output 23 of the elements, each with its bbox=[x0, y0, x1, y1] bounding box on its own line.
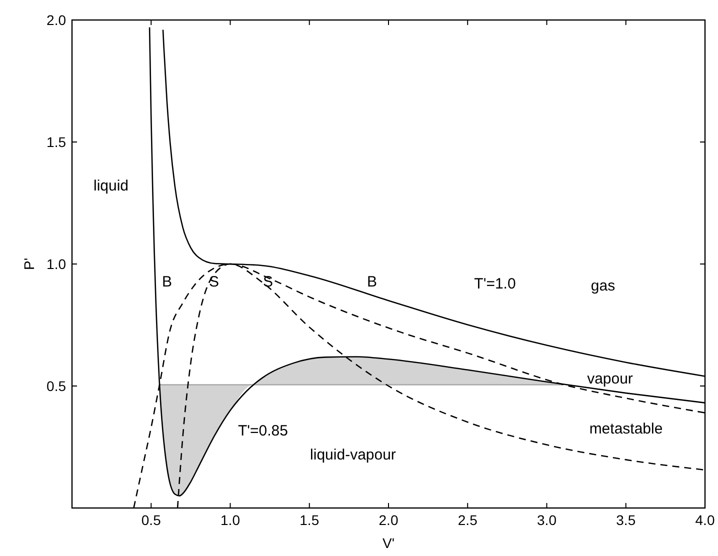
annotation: gas bbox=[590, 277, 616, 294]
x-tick-label: 1.0 bbox=[220, 512, 240, 528]
y-tick-label: 0.5 bbox=[46, 378, 66, 394]
annotation: liquid-vapour bbox=[310, 446, 396, 464]
x-tick-label: 0.5 bbox=[141, 512, 162, 528]
annotation: B bbox=[162, 273, 172, 290]
annotation: T'=0.85 bbox=[238, 422, 288, 440]
annotation: vapour bbox=[587, 370, 633, 388]
x-tick-label: 3.0 bbox=[537, 512, 557, 528]
x-tick-label: 2.0 bbox=[378, 512, 398, 528]
y-tick-label: 1.0 bbox=[46, 256, 66, 272]
x-tick-label: 2.5 bbox=[458, 512, 478, 528]
annotation: liquid bbox=[93, 177, 129, 194]
annotation: T'=1.0 bbox=[474, 275, 516, 292]
x-tick-label: 1.5 bbox=[300, 512, 320, 528]
x-tick-label: 4.0 bbox=[695, 512, 715, 528]
annotation: metastable bbox=[589, 420, 663, 438]
y-axis-title: P' bbox=[21, 258, 37, 270]
x-tick-label: 3.5 bbox=[616, 512, 636, 528]
y-tick-label: 1.5 bbox=[46, 134, 66, 150]
annotation: B bbox=[366, 273, 378, 290]
y-tick-label: 2.0 bbox=[46, 12, 66, 28]
x-axis-title: V' bbox=[382, 535, 395, 551]
